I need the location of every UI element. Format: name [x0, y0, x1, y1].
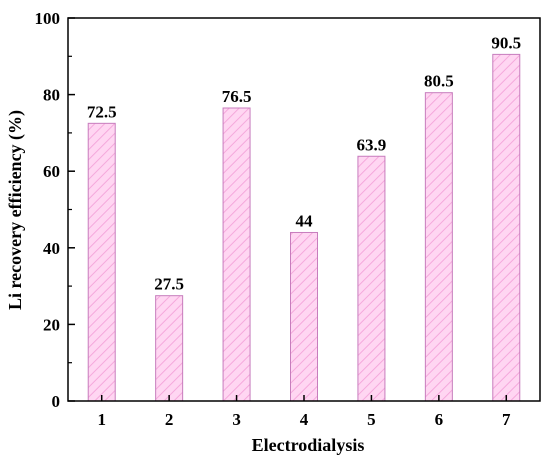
bar-5	[357, 155, 386, 402]
data-label-5: 63.9	[357, 135, 387, 154]
bar-2	[155, 295, 184, 402]
x-axis-title: Electrodialysis	[252, 435, 365, 455]
y-tick-label-80: 80	[43, 86, 60, 105]
bar-1	[87, 122, 116, 402]
data-label-2: 27.5	[154, 275, 184, 294]
x-tick-label-5: 5	[367, 410, 376, 429]
x-tick-label-1: 1	[97, 410, 106, 429]
plot-frame	[67, 17, 541, 402]
data-label-7: 90.5	[491, 33, 521, 52]
bar-7	[492, 53, 521, 402]
plot-area: 72.5127.5276.5344463.9580.5690.570204060…	[35, 9, 541, 429]
data-label-1: 72.5	[87, 102, 117, 121]
data-label-6: 80.5	[424, 72, 454, 91]
x-tick-label-3: 3	[232, 410, 241, 429]
x-tick-label-6: 6	[435, 410, 444, 429]
x-tick-label-4: 4	[300, 410, 309, 429]
y-tick-label-60: 60	[43, 162, 60, 181]
y-tick-label-0: 0	[52, 392, 61, 411]
bar-3	[222, 107, 251, 402]
y-tick-label-100: 100	[35, 9, 61, 28]
data-label-3: 76.5	[222, 87, 252, 106]
y-tick-label-20: 20	[43, 315, 60, 334]
data-label-4: 44	[296, 211, 314, 230]
x-tick-label-7: 7	[502, 410, 511, 429]
x-tick-label-2: 2	[165, 410, 174, 429]
y-axis-title: Li recovery efficiency (%)	[5, 110, 26, 310]
bar-4	[290, 231, 318, 402]
bar-6	[424, 92, 453, 402]
y-tick-label-40: 40	[43, 239, 60, 258]
